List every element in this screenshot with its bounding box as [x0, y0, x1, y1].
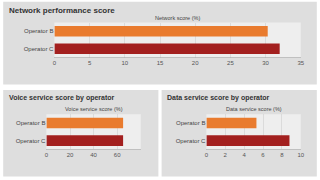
svg-text:Operator B: Operator B [176, 120, 205, 126]
svg-text:60: 60 [114, 152, 121, 158]
svg-text:Voice service score by operato: Voice service score by operator [9, 94, 115, 102]
svg-text:Operator C: Operator C [16, 138, 46, 144]
svg-text:25: 25 [227, 60, 234, 66]
svg-text:15: 15 [157, 60, 164, 66]
svg-text:6: 6 [261, 152, 265, 158]
svg-text:10: 10 [121, 60, 128, 66]
svg-text:4: 4 [242, 152, 246, 158]
svg-text:Operator C: Operator C [176, 138, 206, 144]
svg-text:Operator C: Operator C [24, 46, 54, 52]
svg-text:Voice service score (%): Voice service score (%) [65, 106, 123, 112]
svg-text:0: 0 [53, 60, 57, 66]
svg-text:30: 30 [262, 60, 269, 66]
svg-text:40: 40 [90, 152, 97, 158]
svg-text:20: 20 [192, 60, 199, 66]
svg-text:2: 2 [224, 152, 228, 158]
svg-text:20: 20 [67, 152, 74, 158]
svg-text:0: 0 [45, 152, 49, 158]
svg-text:Network performance score: Network performance score [9, 6, 115, 15]
svg-text:Operator B: Operator B [16, 120, 45, 126]
svg-text:Operator B: Operator B [24, 28, 53, 34]
svg-text:Network score (%): Network score (%) [155, 15, 200, 21]
svg-text:10: 10 [297, 152, 304, 158]
svg-text:Data service score (%): Data service score (%) [226, 106, 282, 112]
svg-text:8: 8 [280, 152, 284, 158]
svg-text:35: 35 [297, 60, 304, 66]
svg-text:Data service score by operator: Data service score by operator [167, 94, 270, 102]
svg-text:0: 0 [205, 152, 209, 158]
svg-text:5: 5 [88, 60, 92, 66]
